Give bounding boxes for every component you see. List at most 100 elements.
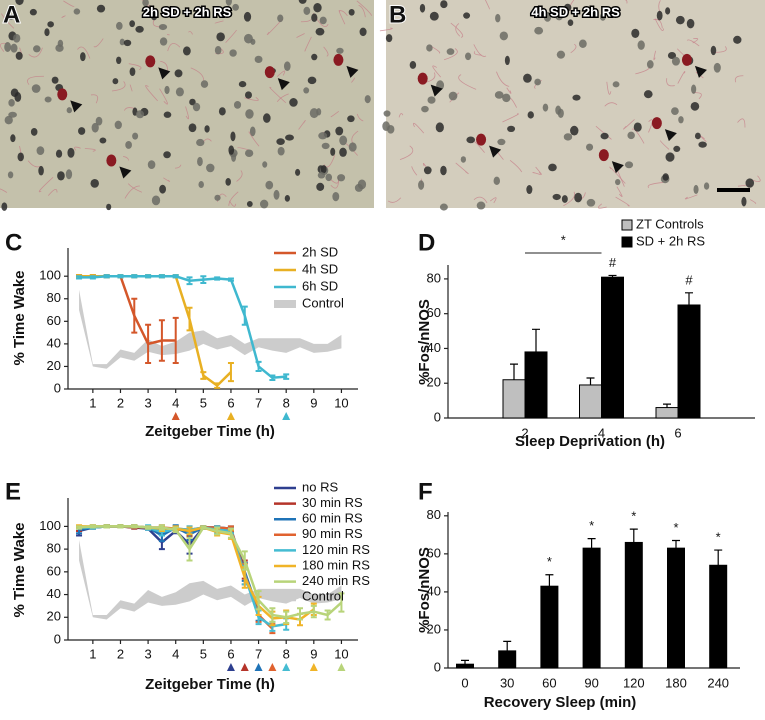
cell bbox=[567, 19, 574, 27]
error-bar bbox=[255, 360, 262, 372]
error-bar bbox=[672, 539, 680, 549]
cell bbox=[466, 136, 476, 144]
error-bar bbox=[131, 274, 138, 279]
cell bbox=[123, 39, 132, 47]
error-bar bbox=[186, 536, 193, 562]
error-bar bbox=[269, 607, 276, 623]
fiber bbox=[237, 147, 249, 151]
y-tick-label: 0 bbox=[434, 659, 441, 674]
bar bbox=[601, 276, 624, 419]
rs-marker bbox=[254, 663, 263, 671]
cell bbox=[163, 151, 171, 159]
fiber bbox=[304, 36, 312, 52]
error-bar bbox=[131, 297, 138, 334]
cell bbox=[198, 181, 204, 188]
error-bar bbox=[76, 275, 83, 280]
cell bbox=[427, 96, 436, 104]
fiber bbox=[597, 203, 607, 209]
error-bar-line bbox=[310, 604, 317, 619]
x-tick-label: 240 bbox=[707, 675, 729, 690]
nnos-cell bbox=[476, 133, 487, 146]
fiber bbox=[356, 113, 364, 122]
cell bbox=[263, 113, 271, 123]
fiber bbox=[563, 191, 575, 207]
arrowhead bbox=[346, 65, 359, 78]
cell bbox=[465, 52, 472, 61]
bar bbox=[624, 541, 643, 669]
fiber bbox=[338, 10, 346, 25]
arrowhead bbox=[489, 145, 502, 158]
arrowhead bbox=[277, 78, 290, 91]
x-tick-label: 2 bbox=[117, 395, 124, 410]
legend-label: Control bbox=[302, 589, 344, 604]
error-bar-line bbox=[172, 316, 179, 365]
legend-label: Control bbox=[302, 295, 344, 310]
cell bbox=[147, 160, 156, 169]
fiber bbox=[330, 110, 340, 118]
panel-letter: A bbox=[3, 1, 20, 28]
cell bbox=[543, 11, 552, 22]
cell bbox=[244, 149, 254, 158]
cell bbox=[13, 33, 21, 43]
error-bar-line bbox=[103, 524, 110, 529]
cell bbox=[15, 0, 24, 6]
cell bbox=[504, 55, 510, 66]
cell bbox=[116, 21, 123, 30]
fiber bbox=[300, 19, 311, 23]
cell bbox=[563, 3, 572, 12]
fiber bbox=[225, 29, 237, 43]
cell bbox=[243, 11, 252, 22]
x-tick-label: 60 bbox=[542, 675, 556, 690]
y-axis-label: % Time Wake bbox=[11, 522, 28, 617]
fiber bbox=[595, 125, 612, 140]
x-tick-label: 5 bbox=[200, 646, 207, 661]
cell bbox=[289, 98, 298, 107]
cell bbox=[159, 37, 168, 46]
error-bar-line bbox=[158, 319, 165, 362]
cell bbox=[233, 100, 242, 109]
error-bar-line bbox=[131, 524, 138, 529]
nnos-cell bbox=[57, 88, 68, 101]
x-tick-label: 30 bbox=[500, 675, 514, 690]
arrowhead bbox=[158, 67, 171, 80]
error-bar-line bbox=[76, 525, 83, 530]
cell bbox=[423, 166, 432, 175]
cell bbox=[175, 87, 184, 97]
y-tick-label: 0 bbox=[54, 631, 61, 646]
cell bbox=[321, 142, 330, 150]
bar bbox=[582, 547, 601, 669]
cell bbox=[218, 107, 226, 116]
error-bar-line bbox=[186, 306, 193, 332]
fiber bbox=[532, 172, 541, 176]
x-tick-label: 2 bbox=[117, 646, 124, 661]
error-bar bbox=[227, 527, 234, 539]
cell bbox=[214, 194, 221, 201]
cell bbox=[493, 176, 501, 185]
error-bar bbox=[685, 292, 693, 305]
error-bar bbox=[186, 306, 193, 332]
x-tick-label: 6 bbox=[227, 646, 234, 661]
fiber bbox=[749, 199, 757, 205]
cell bbox=[129, 67, 136, 76]
error-bar bbox=[89, 275, 96, 280]
fiber bbox=[496, 71, 510, 87]
y-tick-label: 20 bbox=[427, 621, 441, 636]
legend-label: SD + 2h RS bbox=[636, 233, 705, 248]
error-bar bbox=[629, 528, 638, 543]
fiber bbox=[570, 43, 577, 54]
error-bar-line bbox=[269, 607, 276, 623]
error-bar bbox=[200, 371, 207, 380]
nnos-cell bbox=[417, 72, 428, 85]
cell bbox=[662, 173, 669, 181]
error-bar bbox=[158, 319, 165, 362]
legend-label: 240 min RS bbox=[302, 573, 370, 588]
cell bbox=[284, 195, 291, 202]
error-bar-line bbox=[131, 297, 138, 334]
fiber bbox=[411, 166, 418, 176]
x-tick-label: 2 bbox=[521, 425, 528, 440]
error-bar bbox=[145, 323, 152, 365]
x-tick-label: 7 bbox=[255, 646, 262, 661]
fiber bbox=[358, 4, 366, 18]
error-bar-line bbox=[227, 277, 234, 282]
error-bar bbox=[172, 526, 179, 534]
